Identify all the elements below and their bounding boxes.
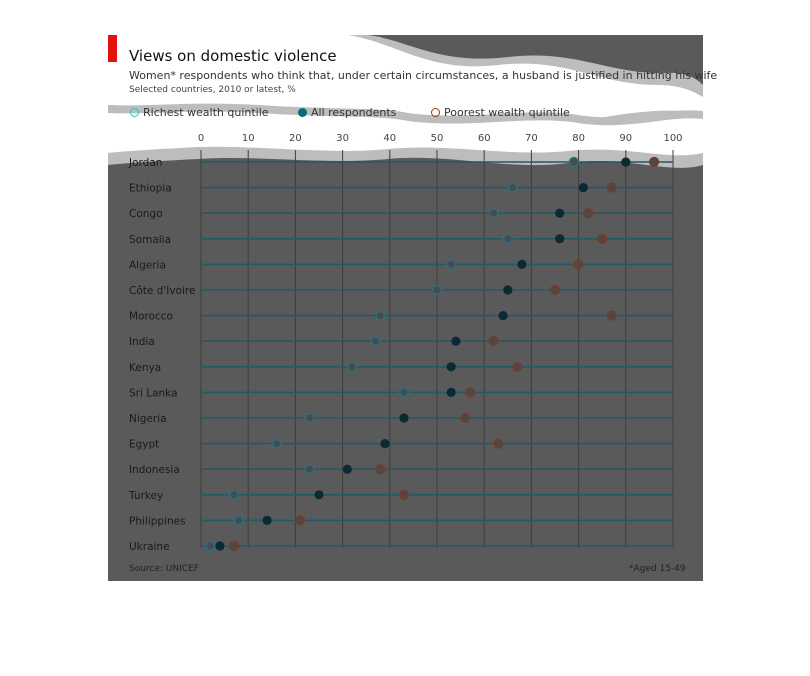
chart-subtitle: Women* respondents who think that, under…: [129, 69, 718, 82]
country-label: Ukraine: [129, 541, 170, 553]
country-label: Algeria: [129, 259, 166, 271]
dot-richest: [431, 284, 443, 296]
dot-poorest: [493, 438, 504, 449]
dot-all: [555, 208, 565, 218]
dot-poorest: [464, 387, 476, 398]
dot-all: [380, 439, 390, 449]
dot-poorest: [295, 515, 306, 526]
dot-richest: [446, 259, 457, 270]
dot-poorest: [597, 233, 608, 244]
dot-richest: [507, 182, 518, 193]
country-label: Somalia: [129, 234, 171, 246]
brand-accent-bar: [108, 35, 117, 62]
dot-all: [399, 413, 409, 423]
dot-all: [517, 259, 527, 269]
source-note: Source: UNICEF: [129, 564, 199, 574]
x-tick-label: 90: [619, 133, 632, 144]
dot-richest: [502, 233, 513, 244]
country-label: Congo: [129, 208, 163, 220]
dot-all: [446, 362, 456, 372]
country-label: Philippines: [129, 515, 186, 527]
legend-label-richest: Richest wealth quintile: [143, 106, 269, 119]
x-tick-label: 70: [525, 133, 538, 144]
country-label: India: [129, 336, 155, 348]
hollow-circle-icon: [130, 108, 139, 117]
x-tick-label: 30: [336, 133, 349, 144]
country-label: Sri Lanka: [129, 387, 178, 399]
x-tick-label: 40: [383, 133, 396, 144]
country-label: Jordan: [128, 157, 162, 169]
dot-poorest: [375, 464, 386, 475]
country-label: Egypt: [129, 439, 159, 451]
x-tick-label: 60: [478, 133, 491, 144]
legend-item-richest: Richest wealth quintile: [130, 106, 269, 119]
dot-all: [621, 157, 631, 167]
country-label: Turkey: [128, 490, 163, 502]
header-wave-background: [108, 35, 703, 168]
dot-richest: [271, 438, 282, 449]
x-tick-label: 50: [431, 133, 444, 144]
dot-all: [262, 515, 272, 526]
x-tick-label: 0: [198, 133, 204, 144]
dot-poorest: [649, 156, 660, 168]
dot-poorest: [398, 489, 410, 500]
dot-richest: [304, 464, 315, 475]
dot-poorest: [549, 284, 561, 296]
dot-poorest: [606, 182, 617, 193]
x-tick-label: 20: [289, 133, 302, 144]
dot-all: [503, 285, 513, 295]
country-label: Kenya: [129, 362, 161, 374]
x-tick-label: 10: [242, 133, 255, 144]
dot-richest: [205, 540, 216, 552]
dot-all: [498, 311, 508, 321]
dot-all: [451, 336, 461, 346]
country-label: Ethiopia: [129, 183, 172, 195]
dot-poorest: [488, 336, 499, 347]
dot-richest: [228, 489, 240, 500]
dot-all: [314, 490, 324, 500]
footnote: *Aged 15-49: [629, 564, 686, 574]
country-label: Morocco: [129, 311, 173, 323]
dot-all: [342, 464, 352, 474]
dot-poorest: [228, 540, 240, 552]
dot-richest: [370, 336, 381, 347]
legend-item-poorest: Poorest wealth quintile: [431, 106, 570, 119]
dot-richest: [233, 515, 244, 526]
dot-richest: [568, 156, 579, 168]
dot-richest: [375, 310, 386, 321]
dot-all: [578, 183, 588, 193]
x-tick-label: 80: [572, 133, 585, 144]
dot-richest: [398, 387, 410, 398]
dot-richest: [304, 412, 315, 424]
legend-label-all: All respondents: [311, 106, 397, 119]
chart-title: Views on domestic violence: [129, 47, 337, 65]
dot-poorest: [606, 310, 617, 321]
dot-poorest: [460, 412, 471, 424]
legend-item-all: All respondents: [298, 106, 396, 119]
country-label: Nigeria: [129, 413, 167, 425]
country-label: Indonesia: [129, 464, 180, 476]
dot-poorest: [582, 208, 594, 219]
dot-richest: [346, 361, 358, 372]
chart-note: Selected countries, 2010 or latest, %: [129, 85, 296, 95]
hollow-circle-icon: [431, 108, 440, 117]
dot-all: [215, 541, 225, 551]
dot-poorest: [512, 361, 523, 372]
x-tick-label: 100: [663, 133, 682, 144]
dot-all: [555, 234, 565, 244]
country-label: Côte d'Ivoire: [129, 285, 195, 297]
filled-circle-icon: [298, 108, 307, 117]
dot-all: [446, 387, 456, 397]
dot-poorest: [573, 259, 584, 270]
legend-label-poorest: Poorest wealth quintile: [444, 106, 570, 119]
dot-richest: [488, 208, 499, 219]
